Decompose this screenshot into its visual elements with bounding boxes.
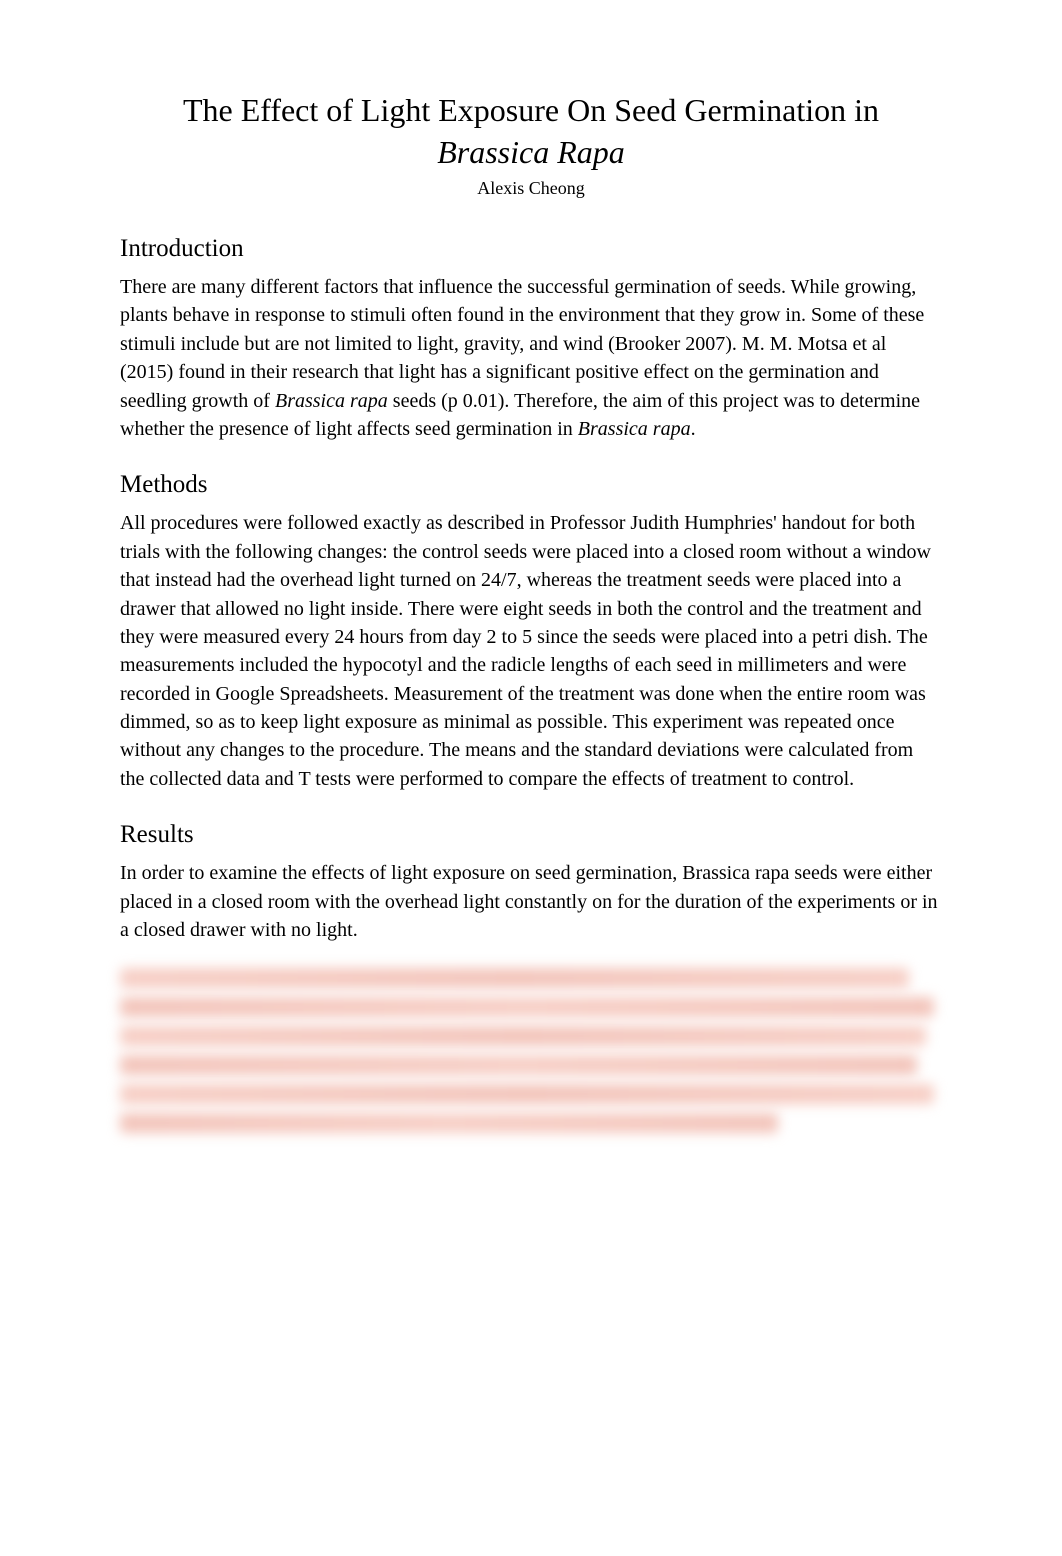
paper-title-line2: Brassica Rapa (120, 132, 942, 172)
introduction-heading: Introduction (120, 235, 942, 263)
results-body: In order to examine the effects of light… (120, 859, 942, 944)
blurred-line (120, 968, 909, 988)
paper-title-line1: The Effect of Light Exposure On Seed Ger… (120, 90, 942, 130)
results-heading: Results (120, 821, 942, 849)
intro-italic-1: Brassica rapa (275, 390, 388, 412)
intro-italic-2: Brassica rapa (578, 418, 691, 440)
blurred-line (120, 1084, 934, 1104)
introduction-body: There are many different factors that in… (120, 273, 942, 443)
blurred-line (120, 1055, 917, 1075)
blurred-content-block (120, 968, 942, 1133)
document-page: The Effect of Light Exposure On Seed Ger… (0, 0, 1062, 1556)
methods-heading: Methods (120, 471, 942, 499)
blurred-line (120, 997, 934, 1017)
blurred-line (120, 1113, 778, 1133)
intro-text-post: . (691, 418, 696, 440)
author-name: Alexis Cheong (120, 178, 942, 199)
methods-body: All procedures were followed exactly as … (120, 509, 942, 793)
blurred-line (120, 1026, 926, 1046)
